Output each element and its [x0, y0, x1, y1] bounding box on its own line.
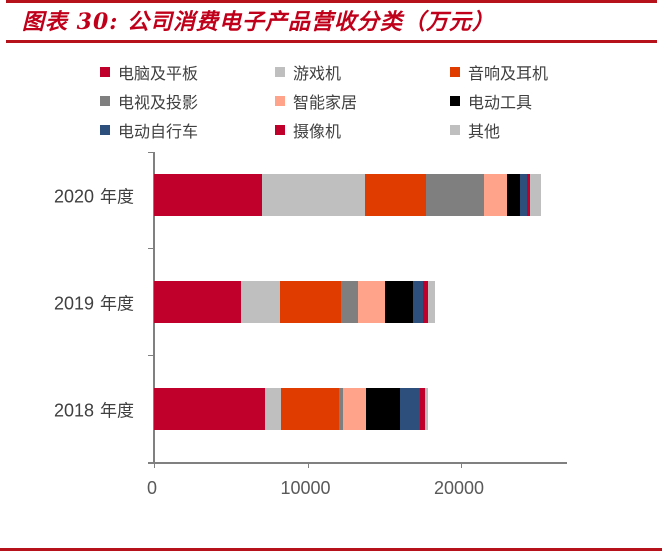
bar-segment	[519, 174, 527, 216]
legend-swatch-icon	[275, 96, 285, 106]
legend-label: 智能家居	[293, 93, 358, 112]
category-suffix: 年度	[100, 294, 134, 315]
bar-segment	[484, 174, 508, 216]
stacked-bar	[154, 281, 435, 323]
bar-segment	[385, 281, 413, 323]
bar-segment	[342, 388, 367, 430]
bar-segment	[412, 281, 424, 323]
category-year: 2020	[53, 186, 94, 207]
bar-segment	[364, 174, 427, 216]
y-tick	[148, 248, 154, 249]
x-tick-label: 20000	[433, 478, 485, 498]
category-year: 2018	[53, 400, 94, 421]
bar-segment	[427, 281, 435, 323]
stacked-bar	[154, 388, 428, 430]
legend-label: 摄像机	[293, 122, 342, 141]
category-label: 2020 年度	[54, 183, 134, 208]
bar-segment	[423, 281, 428, 323]
bar-segment	[507, 174, 520, 216]
x-tick	[461, 462, 462, 468]
category-year: 2019	[53, 293, 94, 314]
legend-label: 电动自行车	[118, 122, 199, 141]
bar-segment	[357, 281, 385, 323]
legend-swatch-icon	[450, 96, 460, 106]
legend-item: 摄像机	[275, 119, 341, 141]
legend-label: 电动工具	[468, 93, 533, 112]
title-rule	[6, 40, 657, 43]
x-tick	[154, 462, 155, 468]
y-tick	[148, 462, 154, 463]
legend-label: 电脑及平板	[118, 64, 199, 83]
y-tick	[148, 355, 154, 356]
category-label: 2019 年度	[54, 290, 134, 315]
legend-item: 电动自行车	[100, 119, 198, 141]
bar-segment	[262, 174, 365, 216]
stacked-bar	[154, 174, 541, 216]
category-suffix: 年度	[100, 187, 134, 208]
bar-segment	[340, 281, 358, 323]
chart-title: 图表 30: 公司消费电子产品营收分类（万元）	[22, 9, 496, 35]
legend-swatch-icon	[100, 125, 110, 135]
x-tick-label: 0	[146, 478, 158, 498]
x-tick-label: 10000	[280, 478, 331, 498]
legend-item: 游戏机	[275, 61, 341, 83]
y-tick	[148, 152, 154, 153]
bottom-rule	[0, 548, 662, 551]
x-axis	[148, 462, 567, 464]
legend-swatch-icon	[450, 67, 460, 77]
bar-segment	[366, 388, 401, 430]
legend-label: 游戏机	[293, 64, 342, 83]
bar-segment	[425, 388, 428, 430]
bar-segment	[279, 281, 341, 323]
legend-swatch-icon	[100, 96, 110, 106]
legend-item: 音响及耳机	[450, 61, 548, 83]
category-suffix: 年度	[100, 401, 134, 422]
legend-label: 其他	[468, 122, 501, 141]
bar-segment	[419, 388, 426, 430]
top-rule	[6, 0, 657, 3]
legend-swatch-icon	[450, 125, 460, 135]
legend-item: 智能家居	[275, 90, 357, 112]
bar-segment	[240, 281, 280, 323]
legend-label: 音响及耳机	[468, 64, 549, 83]
legend-item: 电脑及平板	[100, 61, 198, 83]
bar-segment	[526, 174, 530, 216]
legend-item: 其他	[450, 119, 500, 141]
legend-swatch-icon	[275, 125, 285, 135]
bar-segment	[264, 388, 281, 430]
bar-segment	[154, 281, 241, 323]
legend-swatch-icon	[100, 67, 110, 77]
bar-segment	[400, 388, 420, 430]
legend-item: 电动工具	[450, 90, 532, 112]
bar-segment	[154, 174, 263, 216]
bar-segment	[280, 388, 339, 430]
legend-swatch-icon	[275, 67, 285, 77]
x-tick	[307, 462, 309, 468]
bar-segment	[529, 174, 541, 216]
bar-segment	[338, 388, 343, 430]
category-label: 2018 年度	[54, 397, 134, 422]
bar-segment	[426, 174, 484, 216]
bar-segment	[154, 388, 265, 430]
legend-label: 电视及投影	[118, 93, 199, 112]
legend-item: 电视及投影	[100, 90, 198, 112]
